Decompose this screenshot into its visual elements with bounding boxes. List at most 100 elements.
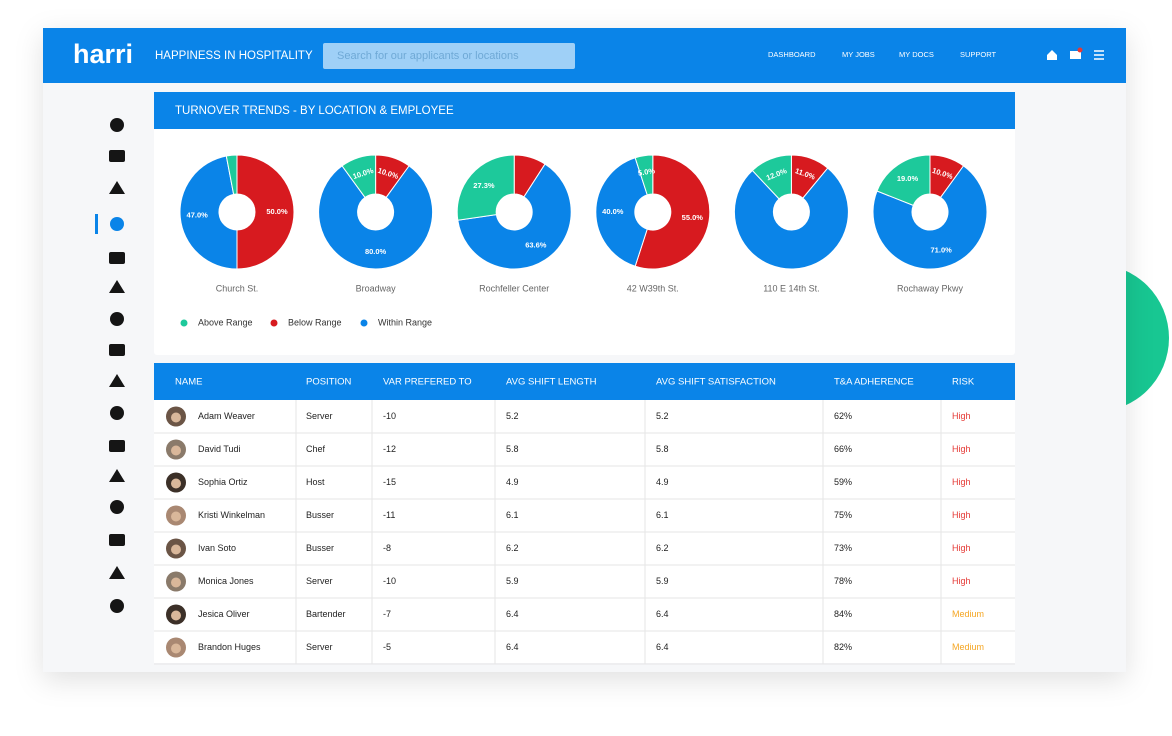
search-placeholder[interactable]: Search for our applicants or locations xyxy=(337,50,519,62)
pie-title: 42 W39th St. xyxy=(627,283,679,293)
avatar-face xyxy=(171,412,181,423)
table-cell: Server xyxy=(306,576,333,586)
table-cell: 6.4 xyxy=(656,609,669,619)
slice-label: 5.0% xyxy=(637,166,656,178)
table-cell: 5.8 xyxy=(656,444,669,454)
avatar-face xyxy=(171,544,181,555)
table-header-cell: POSITION xyxy=(306,377,352,388)
pie-title: Rochfeller Center xyxy=(479,283,549,293)
table-cell: 4.9 xyxy=(656,477,669,487)
table-cell: 5.9 xyxy=(656,576,669,586)
home-icon[interactable] xyxy=(1047,50,1057,60)
sidebar-icon[interactable] xyxy=(110,599,124,613)
table-cell: 6.1 xyxy=(656,510,669,520)
table-cell: -8 xyxy=(383,543,391,553)
sidebar-icon[interactable] xyxy=(109,280,125,293)
table-cell: Sophia Ortiz xyxy=(198,477,248,487)
table-cell: 6.4 xyxy=(506,609,519,619)
pie-slice xyxy=(751,154,792,200)
nav-link[interactable]: MY JOBS xyxy=(842,50,875,59)
sidebar-icon[interactable] xyxy=(109,469,125,482)
table-cell: Bartender xyxy=(306,609,346,619)
table-cell: 6.4 xyxy=(506,642,519,652)
avatar-face xyxy=(171,610,181,621)
table-cell: 78% xyxy=(834,576,852,586)
table-cell: Host xyxy=(306,477,325,487)
pie-title: Rochaway Pkwy xyxy=(897,283,964,293)
legend-swatch xyxy=(180,319,188,327)
sidebar-icon[interactable] xyxy=(110,406,124,420)
table-cell: Brandon Huges xyxy=(198,642,261,652)
table-cell: High xyxy=(952,444,971,454)
table-cell: -10 xyxy=(383,411,396,421)
nav-link[interactable]: SUPPORT xyxy=(960,50,997,59)
mail-icon[interactable] xyxy=(1070,51,1081,59)
pie-slice xyxy=(341,154,377,199)
table-cell: 5.2 xyxy=(656,411,669,421)
table-header-cell: VAR PREFERED TO xyxy=(383,377,472,388)
sidebar-icon[interactable] xyxy=(110,118,124,132)
pie-title: Broadway xyxy=(356,283,397,293)
active-indicator xyxy=(95,214,98,234)
menu-icon[interactable] xyxy=(1094,50,1104,60)
sidebar-icon[interactable] xyxy=(109,534,125,546)
table-cell: 62% xyxy=(834,411,852,421)
table-cell: Medium xyxy=(952,642,984,652)
pie-slice xyxy=(733,167,849,270)
table-cell: 59% xyxy=(834,477,852,487)
table-cell: -11 xyxy=(383,510,395,520)
pie-slice xyxy=(236,154,295,270)
table-cell: 5.9 xyxy=(506,576,519,586)
sidebar-icon[interactable] xyxy=(109,252,125,264)
slice-label: 50.0% xyxy=(266,207,288,216)
avatar-face xyxy=(171,577,181,588)
table-cell: Jesica Oliver xyxy=(198,609,250,619)
sidebar-icon[interactable] xyxy=(110,312,124,326)
sidebar-icon[interactable] xyxy=(109,344,125,356)
table-cell: -12 xyxy=(383,444,396,454)
sidebar-icon[interactable] xyxy=(109,150,125,162)
pie-slice xyxy=(456,154,515,221)
table-cell: 6.2 xyxy=(506,543,519,553)
avatar-face xyxy=(171,478,181,489)
sidebar-icon[interactable] xyxy=(110,500,124,514)
avatar-face xyxy=(171,643,181,654)
table-cell: Server xyxy=(306,642,333,652)
sidebar-icon[interactable] xyxy=(109,566,125,579)
table-card xyxy=(154,363,1015,663)
table-cell: Busser xyxy=(306,543,334,553)
table-cell: David Tudi xyxy=(198,444,241,454)
slice-label: 80.0% xyxy=(365,247,387,256)
search-box[interactable] xyxy=(323,43,575,69)
pie-slice xyxy=(634,154,654,196)
table-cell: High xyxy=(952,510,971,520)
table-cell: -15 xyxy=(383,477,396,487)
pie-slice xyxy=(634,154,711,270)
legend-label: Within Range xyxy=(378,317,432,327)
logo: harri xyxy=(73,39,133,69)
sidebar-icon[interactable] xyxy=(110,217,124,231)
table-cell: High xyxy=(952,411,971,421)
table-cell: Busser xyxy=(306,510,334,520)
table-header-cell: RISK xyxy=(952,377,975,388)
table-cell: Kristi Winkelman xyxy=(198,510,265,520)
nav-link[interactable]: MY DOCS xyxy=(899,50,934,59)
table-cell: 5.2 xyxy=(506,411,519,421)
slice-label: 55.0% xyxy=(682,213,704,222)
slice-label: 40.0% xyxy=(602,207,624,216)
sidebar-icon[interactable] xyxy=(109,440,125,452)
table-cell: 75% xyxy=(834,510,852,520)
legend-swatch xyxy=(360,319,368,327)
pie-slice xyxy=(318,165,434,270)
table-cell: Server xyxy=(306,411,333,421)
legend-swatch xyxy=(270,319,278,327)
table-cell: High xyxy=(952,477,971,487)
sidebar-icon[interactable] xyxy=(109,374,125,387)
table-cell: Adam Weaver xyxy=(198,411,255,421)
slice-label: 19.0% xyxy=(897,174,919,183)
nav-link[interactable]: DASHBOARD xyxy=(768,50,816,59)
sidebar-icon[interactable] xyxy=(109,181,125,194)
table-cell: -7 xyxy=(383,609,391,619)
table-cell: Monica Jones xyxy=(198,576,254,586)
pie-slice xyxy=(595,157,648,267)
